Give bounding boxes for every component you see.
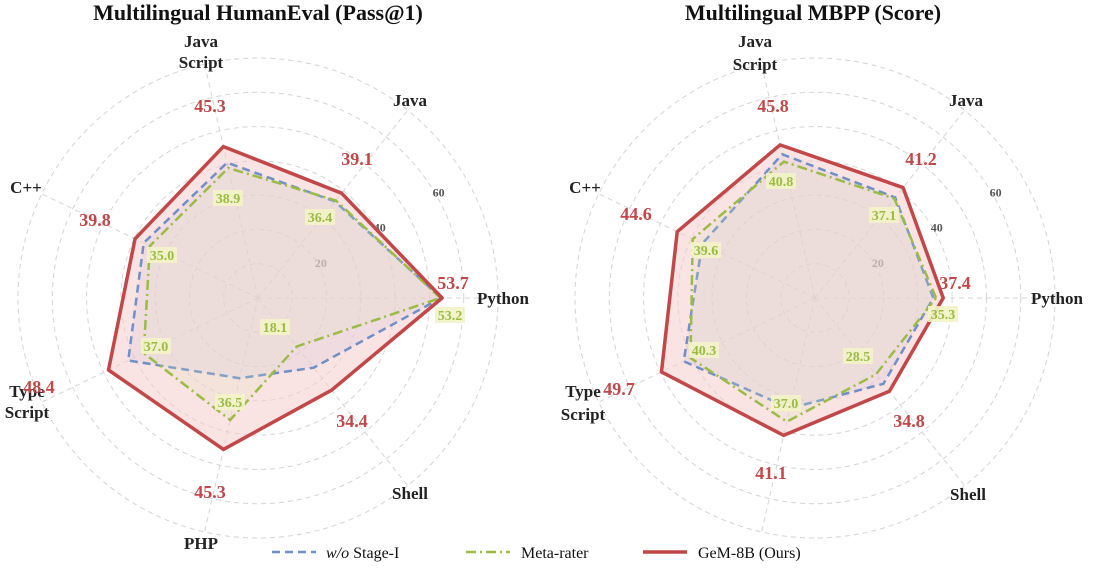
series-line-meta-rater: [689, 160, 938, 424]
axis-label-type-script: Type: [9, 382, 45, 401]
series-line-meta-rater: [142, 166, 443, 422]
meta-rater-value-label: 39.6: [694, 244, 719, 259]
humaneval-radar-chart: Multilingual HumanEval (Pass@1) 204060Py…: [5, 0, 530, 553]
value-label-bg: [213, 190, 243, 206]
radial-tick-label: 40: [931, 221, 943, 235]
axis-label-java: Java: [393, 91, 428, 110]
axis-label-python: Python: [1031, 289, 1084, 308]
value-label-bg: [689, 342, 719, 358]
gem-8b-value-label: 45.8: [757, 96, 789, 116]
value-label-bg: [215, 394, 245, 410]
axis-label-java-script: Java: [738, 32, 773, 51]
meta-rater-value-label: 40.3: [692, 344, 717, 359]
gem-8b-value-label: 48.4: [23, 377, 55, 397]
axis-label-java-script: Script: [733, 55, 778, 74]
gem-8b-value-label: 34.8: [893, 411, 925, 431]
legend: w/o Stage-I Meta-rater GeM-8B (Ours): [272, 545, 801, 562]
value-label-bg: [843, 348, 873, 364]
meta-rater-value-label: 38.9: [216, 192, 241, 207]
axis-label-type-script: Script: [561, 405, 606, 424]
radial-tick-label: 60: [433, 185, 445, 199]
value-label-bg: [771, 395, 801, 411]
meta-rater-value-label: 53.2: [438, 309, 463, 324]
value-label-bg: [305, 209, 335, 225]
value-label-bg: [141, 338, 171, 354]
grid-circle: [51, 91, 465, 505]
mbpp-radar-chart: Multilingual MBPP (Score) 204060PythonJa…: [561, 0, 1084, 539]
gem-8b-value-label: 41.1: [755, 463, 787, 483]
series-line-gem-8b: [659, 143, 945, 438]
axis-label-c-: C++: [569, 178, 601, 197]
gem-8b-value-label: 39.1: [341, 149, 373, 169]
axis-label-java-script: Script: [179, 53, 224, 72]
axis-label-java-script: Java: [184, 32, 219, 51]
legend-label-gem-8b: GeM-8B (Ours): [698, 545, 801, 562]
radial-tick-label: 60: [990, 185, 1002, 199]
gem-8b-value-label: 37.4: [939, 273, 971, 293]
meta-rater-value-label: 36.4: [308, 211, 333, 226]
legend-label-wo-stage1: w/o Stage-I: [326, 545, 399, 562]
grid-circle: [608, 91, 1022, 505]
series-line-gem-8b: [106, 144, 444, 452]
axis-label-c-: C++: [10, 178, 42, 197]
meta-rater-value-label: 18.1: [263, 321, 288, 336]
value-label-bg: [869, 207, 899, 223]
meta-rater-value-label: 36.5: [218, 396, 243, 411]
meta-rater-value-label: 35.0: [150, 249, 175, 264]
axis-label-shell: Shell: [392, 484, 428, 503]
axis-label-shell: Shell: [950, 485, 986, 504]
chart-title-mbpp: Multilingual MBPP (Score): [685, 0, 941, 25]
legend-label-meta-rater: Meta-rater: [521, 545, 589, 562]
axis-label-python: Python: [477, 289, 530, 308]
chart-title-humaneval: Multilingual HumanEval (Pass@1): [93, 0, 423, 25]
meta-rater-value-label: 40.8: [769, 175, 794, 190]
value-label-bg: [691, 242, 721, 258]
meta-rater-value-label: 37.1: [872, 209, 897, 224]
gem-8b-value-label: 44.6: [620, 204, 652, 224]
meta-rater-value-label: 37.0: [774, 397, 799, 412]
grid-circle: [574, 57, 1056, 539]
value-label-bg: [147, 247, 177, 263]
value-label-bg: [928, 306, 958, 322]
gem-8b-value-label: 41.2: [905, 149, 937, 169]
gem-8b-value-label: 45.3: [194, 482, 226, 502]
grid-circle: [17, 57, 499, 539]
value-label-bg: [260, 319, 290, 335]
value-label-bg: [766, 173, 796, 189]
meta-rater-value-label: 35.3: [931, 308, 956, 323]
gem-8b-value-label: 49.7: [603, 379, 635, 399]
gem-8b-value-label: 53.7: [437, 273, 469, 293]
meta-rater-value-label: 37.0: [144, 340, 169, 355]
gem-8b-value-label: 34.4: [336, 411, 368, 431]
axis-label-type-script: Type: [565, 382, 601, 401]
axis-label-php: PHP: [184, 534, 218, 553]
gem-8b-value-label: 45.3: [194, 96, 226, 116]
axis-label-java: Java: [949, 91, 984, 110]
meta-rater-value-label: 28.5: [846, 350, 871, 365]
value-label-bg: [435, 307, 465, 323]
axis-label-type-script: Script: [5, 403, 50, 422]
gem-8b-value-label: 39.8: [79, 210, 111, 230]
